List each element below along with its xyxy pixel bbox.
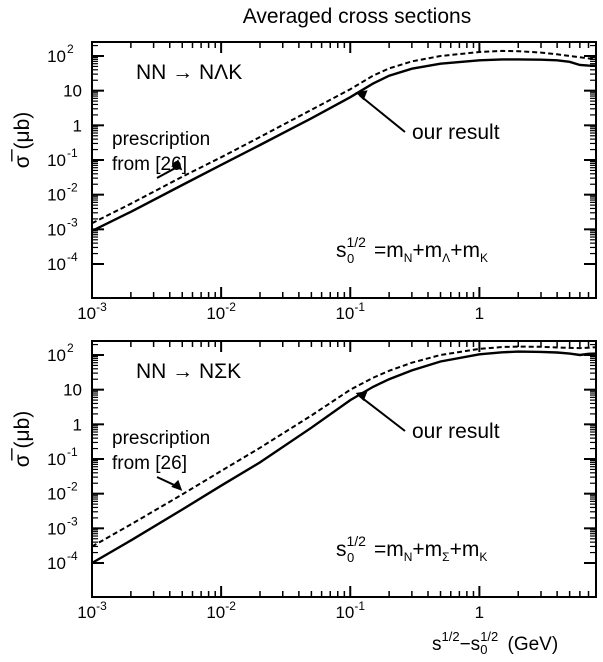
y-tick-label: 10 (47, 554, 66, 573)
x-tick-label: 10-3 (77, 300, 107, 323)
prescription-arrowhead (171, 159, 183, 171)
our-result-arrowhead (355, 90, 368, 101)
x-tick-label: 10-1 (335, 599, 365, 622)
y-axis-label: σ̅ (μb) (11, 112, 34, 169)
x-tick-label: 10-3 (77, 599, 107, 622)
prescription-arrow (156, 165, 179, 179)
x-tick-label: 10-2 (206, 300, 236, 323)
y-tick-exponent: -2 (67, 480, 78, 494)
x-tick-label: 10-1 (335, 300, 365, 323)
x-tick-label: 1 (475, 304, 484, 323)
y-tick-label: 10 (47, 220, 66, 239)
threshold-subscript-zero: 0 (347, 550, 354, 565)
y-tick-exponent: -1 (67, 146, 78, 160)
y-tick-label: 10 (47, 151, 66, 170)
threshold-formula: s1/2 =mN+mΛ+mK (336, 234, 488, 265)
y-tick-label: 10 (47, 485, 66, 504)
threshold-formula: s1/2 =mN+mΣ+mK (336, 533, 487, 564)
our-result-arrow (358, 395, 406, 432)
y-tick-exponent: -3 (67, 514, 78, 528)
x-axis-label: s1/2−s1/2 0 (GeV) (432, 629, 558, 657)
threshold-subscript-zero: 0 (347, 251, 354, 266)
y-tick-label: 10 (47, 186, 66, 205)
series-prescription-dashed (91, 49, 597, 225)
x-tick-label: 10-2 (206, 599, 236, 622)
series-our-result-solid (91, 350, 597, 565)
our-result-arrow (358, 94, 406, 133)
y-tick-label: 1 (73, 116, 82, 135)
y-tick-label: 10 (63, 381, 82, 400)
x-tick-label: 1 (475, 603, 484, 622)
prescription-label-line2: from [26] (112, 453, 187, 474)
y-axis-label: σ̅ (μb) (11, 411, 34, 468)
y-tick-exponent: 2 (67, 341, 74, 355)
y-tick-label: 10 (47, 450, 66, 469)
reaction-label: NN → NΣK (136, 360, 241, 383)
figure-title: Averaged cross sections (243, 5, 471, 28)
y-tick-exponent: -4 (67, 549, 78, 563)
y-tick-exponent: 2 (67, 42, 74, 56)
reaction-label: NN → NΛK (136, 61, 242, 84)
y-tick-label: 10 (47, 255, 66, 274)
prescription-label-line1: prescription (112, 428, 210, 449)
y-tick-exponent: -3 (67, 215, 78, 229)
our-result-label: our result (412, 121, 500, 144)
y-tick-label: 10 (47, 346, 66, 365)
y-tick-label: 10 (47, 519, 66, 538)
series-our-result-solid (91, 58, 597, 232)
series-prescription-dashed (91, 345, 597, 548)
our-result-arrowhead (355, 391, 368, 402)
y-tick-exponent: -4 (67, 250, 78, 264)
our-result-label: our result (412, 420, 500, 443)
y-tick-exponent: -1 (67, 445, 78, 459)
y-tick-label: 10 (63, 82, 82, 101)
prescription-arrowhead (171, 479, 183, 491)
y-tick-label: 10 (47, 47, 66, 66)
prescription-label-line1: prescription (112, 129, 210, 150)
y-tick-exponent: -2 (67, 181, 78, 195)
prescription-label-line2: from [26] (112, 154, 187, 175)
y-tick-label: 1 (73, 415, 82, 434)
